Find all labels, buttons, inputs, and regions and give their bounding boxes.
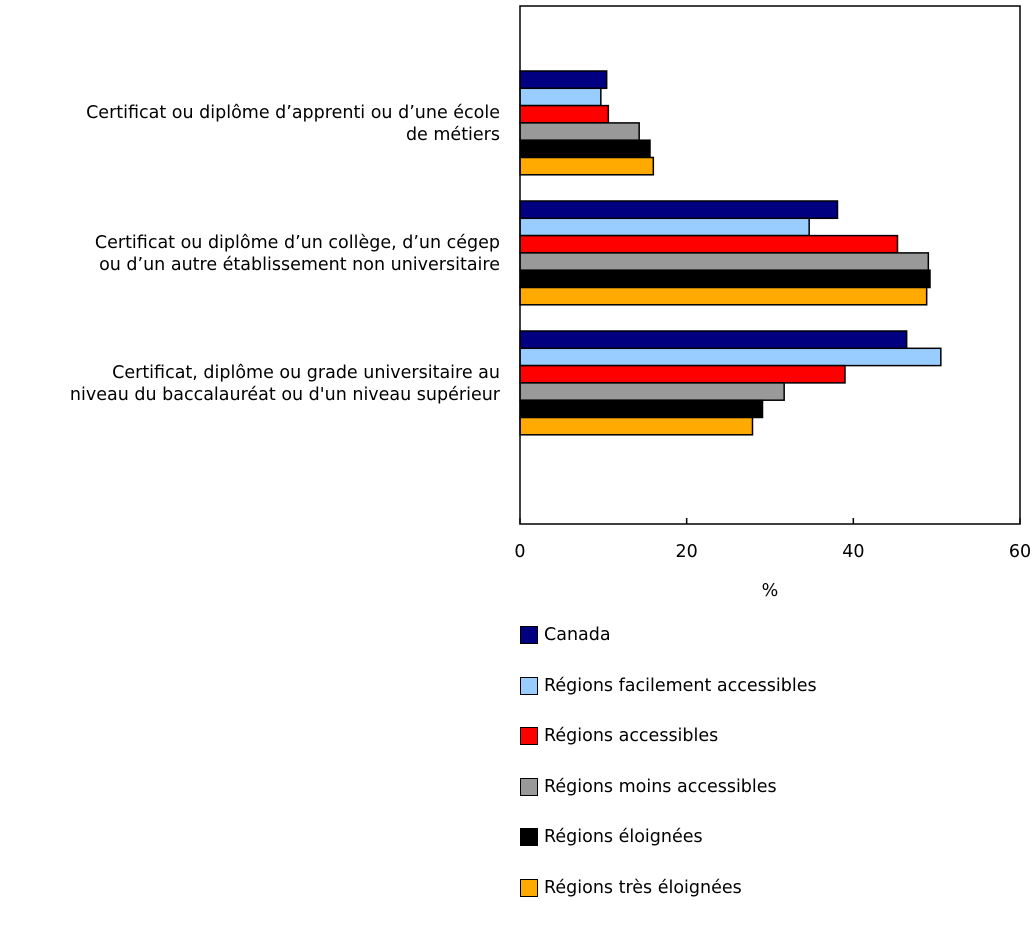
legend-label: Régions éloignées <box>544 827 703 847</box>
x-tick-label: 40 <box>842 542 864 562</box>
bar-5-category-2 <box>520 270 930 287</box>
legend-label: Régions moins accessibles <box>544 777 777 797</box>
bar-6-category-3 <box>520 418 753 435</box>
bar-6-category-1 <box>520 158 653 175</box>
legend-item: Régions accessibles <box>520 726 817 777</box>
legend: Canada Régions facilement accessibles Régi… <box>520 625 817 928</box>
category-labels: Certificat ou diplôme d’apprenti ou d’un… <box>70 103 501 405</box>
legend-item: Régions éloignées <box>520 827 817 878</box>
category-label: ou d’un autre établissement non universi… <box>99 255 500 275</box>
bars <box>520 71 941 435</box>
bar-3-category-3 <box>520 366 845 383</box>
bar-3-category-2 <box>520 236 898 253</box>
bar-1-category-3 <box>520 331 907 348</box>
bar-2-category-3 <box>520 348 941 365</box>
bar-5-category-1 <box>520 140 650 157</box>
legend-label: Régions accessibles <box>544 726 718 746</box>
legend-label: Canada <box>544 625 611 645</box>
category-label: Certificat ou diplôme d’un collège, d’un… <box>95 233 500 253</box>
legend-swatch <box>520 677 538 695</box>
bar-1-category-2 <box>520 201 838 218</box>
legend-item: Régions très éloignées <box>520 878 817 928</box>
category-label: de métiers <box>406 125 500 145</box>
category-label: Certificat ou diplôme d’apprenti ou d’un… <box>86 103 500 123</box>
x-axis-title: % <box>762 581 779 600</box>
legend-swatch <box>520 727 538 745</box>
legend-swatch <box>520 879 538 897</box>
x-tick-label: 60 <box>1009 542 1031 562</box>
category-label: niveau du baccalauréat ou d'un niveau su… <box>70 385 501 405</box>
bar-2-category-1 <box>520 88 601 105</box>
legend-swatch <box>520 778 538 796</box>
bar-1-category-1 <box>520 71 607 88</box>
legend-swatch <box>520 828 538 846</box>
legend-swatch <box>520 626 538 644</box>
bar-4-category-3 <box>520 383 784 400</box>
bar-chart: Certificat ou diplôme d’apprenti ou d’un… <box>0 0 1034 600</box>
bar-6-category-2 <box>520 288 927 305</box>
bar-4-category-2 <box>520 253 928 270</box>
legend-label: Régions facilement accessibles <box>544 676 817 696</box>
x-tick-label: 0 <box>514 542 525 562</box>
legend-label: Régions très éloignées <box>544 878 742 898</box>
bar-2-category-2 <box>520 218 809 235</box>
category-label: Certificat, diplôme ou grade universitai… <box>112 363 500 383</box>
legend-item: Canada <box>520 625 817 676</box>
bar-3-category-1 <box>520 106 608 123</box>
bar-5-category-3 <box>520 400 763 417</box>
bar-4-category-1 <box>520 123 639 140</box>
x-tick-label: 20 <box>676 542 698 562</box>
legend-item: Régions moins accessibles <box>520 777 817 828</box>
legend-item: Régions facilement accessibles <box>520 676 817 727</box>
